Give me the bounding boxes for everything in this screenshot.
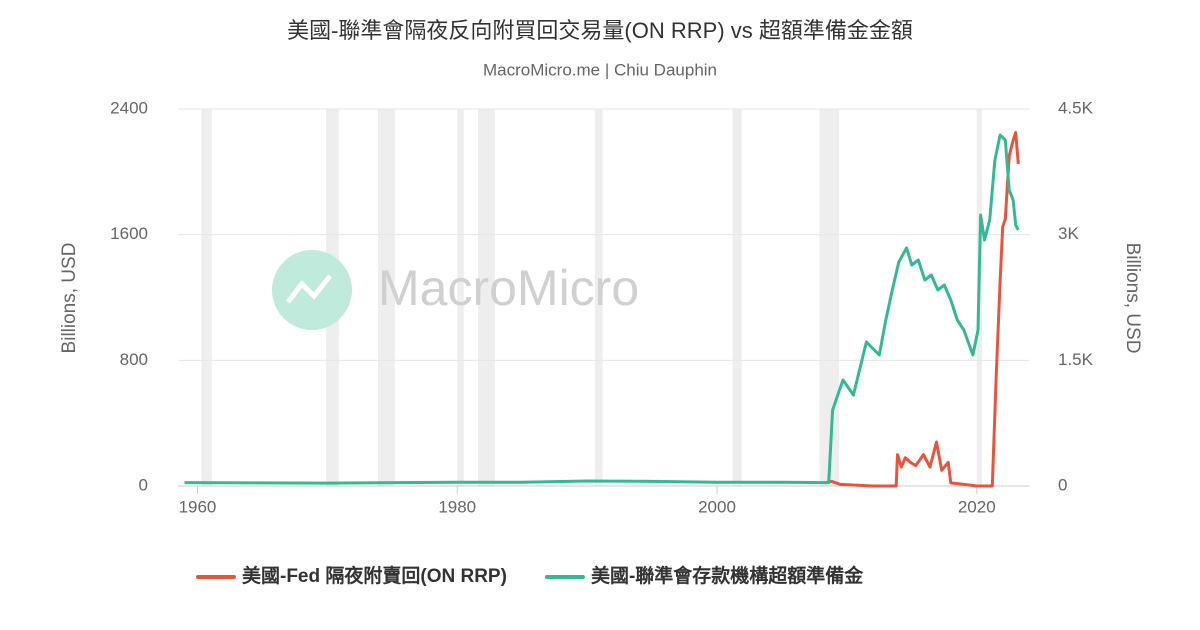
watermark-logo — [272, 250, 352, 330]
watermark-logo-mark — [286, 274, 332, 304]
y2-tick-label: 1.5K — [1058, 350, 1094, 369]
x-tick-label: 2000 — [698, 497, 736, 516]
chart-subtitle: MacroMicro.me | Chiu Dauphin — [483, 60, 717, 79]
watermark: MacroMicro — [378, 260, 639, 316]
y-tick-label: 1600 — [110, 224, 148, 243]
y-tick-label: 0 — [139, 475, 148, 494]
y-tick-label: 2400 — [110, 98, 148, 117]
legend-item: 美國-聯準會存款機構超額準備金 — [544, 564, 864, 587]
shaded-range — [594, 109, 603, 486]
y2-tick-label: 4.5K — [1058, 98, 1094, 117]
legend-label: 美國-Fed 隔夜附賣回(ON RRP) — [242, 564, 507, 587]
shaded-range — [732, 109, 742, 486]
legend-item: 美國-Fed 隔夜附賣回(ON RRP) — [196, 564, 507, 587]
shaded-range — [378, 109, 395, 486]
shaded-range — [819, 109, 840, 486]
x-tick-label: 2020 — [958, 497, 996, 516]
shaded-range — [457, 109, 464, 486]
shaded-range — [478, 109, 495, 486]
shaded-range — [201, 109, 212, 486]
series-line — [824, 131, 1020, 488]
y-tick-label: 800 — [120, 350, 148, 369]
y2-axis-title: Billions, USD — [1122, 243, 1143, 354]
chart-title: 美國-聯準會隔夜反向附買回交易量(ON RRP) vs 超額準備金金額 — [287, 18, 913, 43]
x-tick-label: 1960 — [179, 497, 217, 516]
y2-tick-label: 3K — [1058, 224, 1079, 243]
x-tick-label: 1980 — [438, 497, 476, 516]
legend-label: 美國-聯準會存款機構超額準備金 — [591, 564, 864, 587]
series-line — [184, 133, 1020, 485]
y2-tick-label: 0 — [1058, 475, 1067, 494]
y-axis-title: Billions, USD — [59, 243, 80, 354]
